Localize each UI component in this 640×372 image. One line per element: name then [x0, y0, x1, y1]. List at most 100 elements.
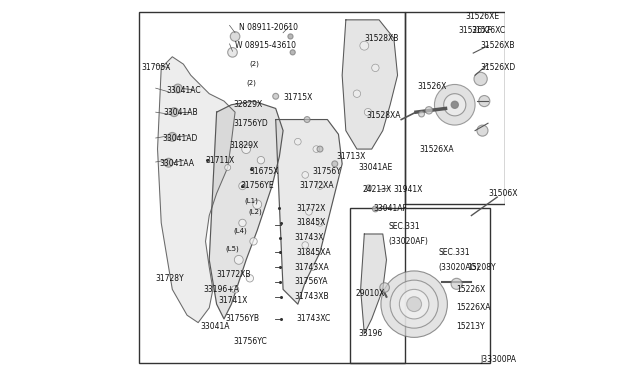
Text: 31526XB: 31526XB	[481, 41, 515, 50]
Polygon shape	[276, 119, 342, 304]
Text: 31845X: 31845X	[296, 218, 325, 227]
Text: 31743XC: 31743XC	[296, 314, 330, 323]
Circle shape	[451, 101, 458, 109]
Circle shape	[317, 219, 323, 226]
Text: 31528XB: 31528XB	[364, 34, 399, 43]
Text: 31941X: 31941X	[394, 185, 423, 194]
Text: 31756YC: 31756YC	[233, 337, 267, 346]
Text: 31756YE: 31756YE	[241, 182, 275, 190]
Text: W 08915-43610: W 08915-43610	[235, 41, 296, 50]
Circle shape	[419, 111, 424, 117]
Circle shape	[364, 109, 372, 116]
Circle shape	[309, 264, 316, 270]
Bar	[139, 13, 405, 363]
Text: 31675X: 31675X	[250, 167, 279, 176]
Circle shape	[372, 206, 378, 212]
Circle shape	[273, 93, 278, 99]
Text: 32829X: 32829X	[233, 100, 262, 109]
Circle shape	[302, 242, 308, 248]
Circle shape	[306, 209, 312, 215]
Text: 15226X: 15226X	[456, 285, 486, 294]
Text: SEC.331: SEC.331	[438, 248, 470, 257]
Text: 31743X: 31743X	[294, 233, 324, 242]
Circle shape	[313, 146, 319, 153]
Circle shape	[399, 289, 429, 319]
Circle shape	[225, 164, 230, 170]
Circle shape	[444, 94, 466, 116]
Text: (33020AG): (33020AG)	[438, 263, 479, 272]
Text: (L2): (L2)	[248, 209, 262, 215]
Circle shape	[477, 125, 488, 136]
Text: (L5): (L5)	[226, 246, 239, 252]
Text: 31845XA: 31845XA	[296, 248, 331, 257]
Circle shape	[479, 96, 490, 107]
Circle shape	[360, 41, 369, 50]
Text: 31705X: 31705X	[141, 63, 170, 72]
Circle shape	[294, 138, 301, 145]
Text: 31526X: 31526X	[418, 82, 447, 91]
Circle shape	[230, 32, 240, 41]
Text: (2): (2)	[250, 61, 260, 67]
Text: 31756YB: 31756YB	[226, 314, 260, 323]
Circle shape	[250, 238, 257, 245]
Polygon shape	[360, 234, 387, 334]
Circle shape	[239, 182, 246, 190]
Circle shape	[372, 64, 379, 71]
Text: 31772XA: 31772XA	[300, 182, 334, 190]
Polygon shape	[342, 20, 397, 149]
Circle shape	[228, 48, 237, 57]
Circle shape	[253, 200, 262, 209]
Text: 31526XE: 31526XE	[466, 12, 500, 21]
Polygon shape	[157, 57, 235, 323]
Circle shape	[390, 280, 438, 328]
Text: (33020AF): (33020AF)	[388, 237, 428, 246]
Text: N 08911-20610: N 08911-20610	[239, 23, 298, 32]
Circle shape	[257, 157, 264, 164]
Text: 33041AE: 33041AE	[359, 163, 393, 172]
Circle shape	[407, 297, 422, 311]
Circle shape	[353, 90, 360, 97]
Circle shape	[288, 34, 293, 39]
Text: 31526XF: 31526XF	[458, 26, 492, 35]
Circle shape	[168, 132, 177, 141]
Text: 33041AC: 33041AC	[167, 86, 202, 94]
Circle shape	[425, 107, 433, 114]
Circle shape	[435, 84, 475, 125]
Bar	[349, 208, 490, 363]
Circle shape	[474, 72, 487, 86]
Text: 33041A: 33041A	[200, 322, 230, 331]
Circle shape	[232, 286, 239, 293]
Text: 31526XA: 31526XA	[420, 145, 454, 154]
Circle shape	[302, 171, 308, 178]
Text: 31772X: 31772X	[296, 203, 325, 213]
Circle shape	[164, 158, 173, 167]
Circle shape	[234, 256, 243, 264]
Text: 33041AD: 33041AD	[163, 134, 198, 142]
Text: (L4): (L4)	[233, 227, 247, 234]
Text: 15213Y: 15213Y	[456, 322, 485, 331]
Text: 15208Y: 15208Y	[468, 263, 496, 272]
Text: 29010X: 29010X	[355, 289, 385, 298]
Text: 31756YA: 31756YA	[294, 278, 328, 286]
Text: 31715X: 31715X	[283, 93, 312, 102]
Text: 24213X: 24213X	[362, 185, 392, 194]
Circle shape	[317, 183, 323, 189]
Circle shape	[381, 271, 447, 337]
Text: 33196+A: 33196+A	[204, 285, 239, 294]
Text: 33041AA: 33041AA	[159, 159, 195, 169]
Circle shape	[304, 116, 310, 122]
Text: 31506X: 31506X	[488, 189, 518, 198]
Text: 31772XB: 31772XB	[216, 270, 251, 279]
Polygon shape	[209, 101, 283, 319]
Text: 31743XA: 31743XA	[294, 263, 329, 272]
Text: 31711X: 31711X	[205, 155, 235, 165]
Text: 31728Y: 31728Y	[156, 274, 184, 283]
Circle shape	[317, 146, 323, 152]
Text: 15226XA: 15226XA	[456, 303, 491, 312]
Text: 31756Y: 31756Y	[312, 167, 342, 176]
Circle shape	[242, 145, 251, 154]
Text: 31526XC: 31526XC	[472, 26, 506, 35]
Circle shape	[246, 275, 253, 282]
Text: 31526XD: 31526XD	[481, 63, 516, 72]
Circle shape	[380, 283, 389, 292]
